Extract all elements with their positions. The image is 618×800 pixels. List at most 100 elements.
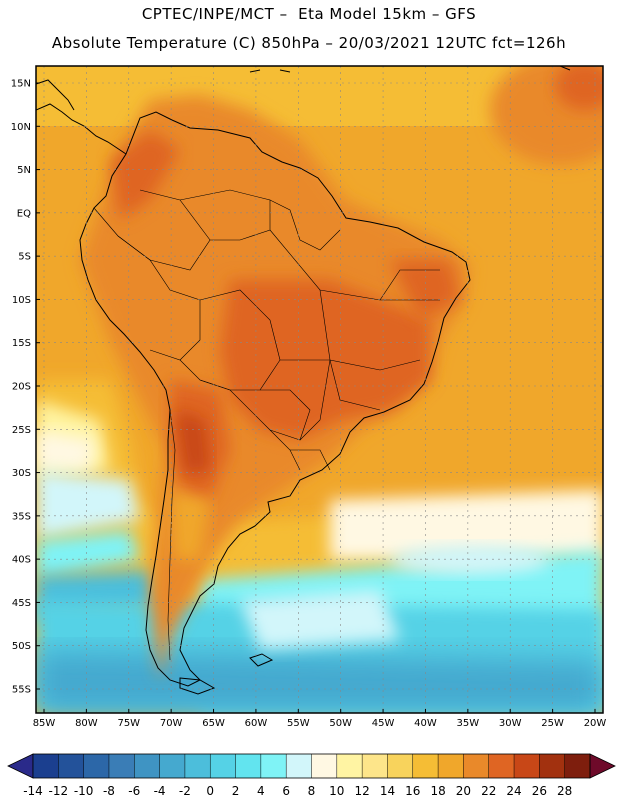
colorbar-swatch bbox=[463, 754, 490, 778]
colorbar-labels: -14 -12 -10 -8 -6 -4 -2 0 2 4 6 8 10 12 14 16 18 20 22 24 26… bbox=[23, 784, 572, 798]
field-ne-brazil-hot bbox=[390, 260, 460, 320]
lon-label: 20W bbox=[584, 718, 607, 729]
border-uruguay bbox=[290, 449, 331, 471]
lat-label: 45S bbox=[12, 598, 31, 609]
field-atlantic-cream bbox=[330, 490, 603, 560]
colorbar-label: -10 bbox=[74, 784, 94, 798]
lat-label: 15N bbox=[11, 79, 31, 90]
colorbar-label: 24 bbox=[506, 784, 521, 798]
colorbar-label: -14 bbox=[23, 784, 43, 798]
colorbar-swatch bbox=[514, 754, 540, 778]
lat-label: 10S bbox=[12, 295, 31, 306]
border-guianas bbox=[269, 199, 341, 251]
lon-label: 50W bbox=[329, 718, 352, 729]
field-atlantic-lightcyan bbox=[240, 590, 400, 650]
field-atlantic-light2 bbox=[390, 545, 550, 575]
lon-label: 70W bbox=[160, 718, 183, 729]
colorbar-swatch bbox=[210, 754, 236, 778]
lon-label: 65W bbox=[202, 718, 225, 729]
lat-label: 25S bbox=[12, 425, 31, 436]
colorbar-swatch bbox=[336, 754, 363, 778]
colorbar-label: 10 bbox=[329, 784, 344, 798]
colorbar-label: 4 bbox=[257, 784, 265, 798]
colorbar-label: 16 bbox=[405, 784, 420, 798]
colorbar-label: 2 bbox=[232, 784, 240, 798]
colorbar-swatch bbox=[564, 754, 591, 778]
map-frame bbox=[35, 65, 604, 714]
colorbar-label: -12 bbox=[49, 784, 69, 798]
lon-label: 40W bbox=[414, 718, 437, 729]
field-chaco-hottest bbox=[175, 410, 210, 475]
axis-ticks bbox=[36, 82, 596, 713]
colorbar-swatch bbox=[412, 754, 439, 778]
title-line-1: CPTEC/INPE/MCT – Eta Model 15km – GFS bbox=[141, 5, 477, 23]
lat-label: 5S bbox=[18, 252, 31, 263]
field-pacific-cream bbox=[36, 430, 95, 470]
temperature-field bbox=[36, 66, 603, 713]
lat-label: 15S bbox=[12, 338, 31, 349]
lon-label: 35W bbox=[457, 718, 480, 729]
colorbar-swatch bbox=[33, 754, 59, 778]
field-pacific-cyan bbox=[36, 470, 140, 540]
lat-label: 40S bbox=[12, 555, 31, 566]
colorbar-label: 18 bbox=[430, 784, 445, 798]
colorbar-label: 14 bbox=[380, 784, 395, 798]
colorbar-swatch bbox=[235, 754, 262, 778]
border-argentina-north bbox=[199, 379, 301, 471]
tierra-del-fuego bbox=[179, 677, 216, 695]
colorbar-label: 0 bbox=[206, 784, 214, 798]
colorbar-swatch bbox=[260, 754, 287, 778]
field-ne-hot bbox=[555, 66, 603, 110]
border-brazil-states bbox=[269, 229, 440, 441]
colorbar-over-arrow bbox=[589, 753, 616, 779]
colorbar-label: 8 bbox=[308, 784, 316, 798]
colorbar-swatch bbox=[488, 754, 515, 778]
lon-label: 25W bbox=[541, 718, 564, 729]
lat-label: 30S bbox=[12, 468, 31, 479]
longitude-labels: 85W 80W 75W 70W 65W 60W 55W 50W 45W 40W 35W 30W 25W 2… bbox=[33, 718, 607, 729]
colorbar-swatch bbox=[438, 754, 464, 778]
colorbar-label: -8 bbox=[103, 784, 115, 798]
south-america-coast bbox=[79, 111, 471, 687]
title-line-2: Absolute Temperature (C) 850hPa – 20/03/… bbox=[51, 34, 567, 52]
colorbar-swatch bbox=[362, 754, 388, 778]
lon-label: 45W bbox=[372, 718, 395, 729]
lat-label: 55S bbox=[12, 685, 31, 696]
latitude-labels: 15N 10N 5N EQ 5S 10S 15S 20S 25S 30S 35S 40S 45S 50S 5… bbox=[11, 79, 31, 696]
field-pacific-cyan2 bbox=[36, 530, 140, 580]
lat-label: 5N bbox=[17, 165, 31, 176]
lon-label: 75W bbox=[117, 718, 140, 729]
field-south-blue bbox=[36, 650, 603, 713]
colorbar-label: -6 bbox=[128, 784, 140, 798]
lon-label: 80W bbox=[75, 718, 98, 729]
colorbar-label: 26 bbox=[532, 784, 547, 798]
lat-label: 50S bbox=[12, 641, 31, 652]
graticule bbox=[36, 66, 603, 713]
colorbar-swatch bbox=[134, 754, 160, 778]
colorbar-swatch bbox=[387, 754, 414, 778]
colorbar-label: -2 bbox=[179, 784, 191, 798]
colorbar-swatch bbox=[108, 754, 135, 778]
border-venezuela bbox=[179, 189, 271, 241]
lon-label: 85W bbox=[33, 718, 56, 729]
border-paraguay bbox=[260, 389, 311, 441]
lon-label: 30W bbox=[499, 718, 522, 729]
colorbar-label: 22 bbox=[481, 784, 496, 798]
colorbar-swatch bbox=[311, 754, 338, 778]
colorbar-label: 20 bbox=[456, 784, 471, 798]
lat-label: EQ bbox=[17, 208, 31, 219]
colorbar-label: 12 bbox=[354, 784, 369, 798]
country-borders bbox=[93, 189, 440, 661]
colorbar-swatch bbox=[286, 754, 312, 778]
lat-label: 20S bbox=[12, 382, 31, 393]
colorbar-under-arrow bbox=[7, 753, 34, 779]
lon-label: 60W bbox=[245, 718, 268, 729]
colorbar-swatch bbox=[159, 754, 186, 778]
colorbar-swatch bbox=[184, 754, 211, 778]
colorbar-swatch bbox=[58, 754, 85, 778]
colorbar-label: 6 bbox=[282, 784, 290, 798]
colorbar bbox=[7, 753, 616, 779]
lat-label: 10N bbox=[11, 122, 31, 133]
falkland-islands bbox=[249, 653, 274, 667]
